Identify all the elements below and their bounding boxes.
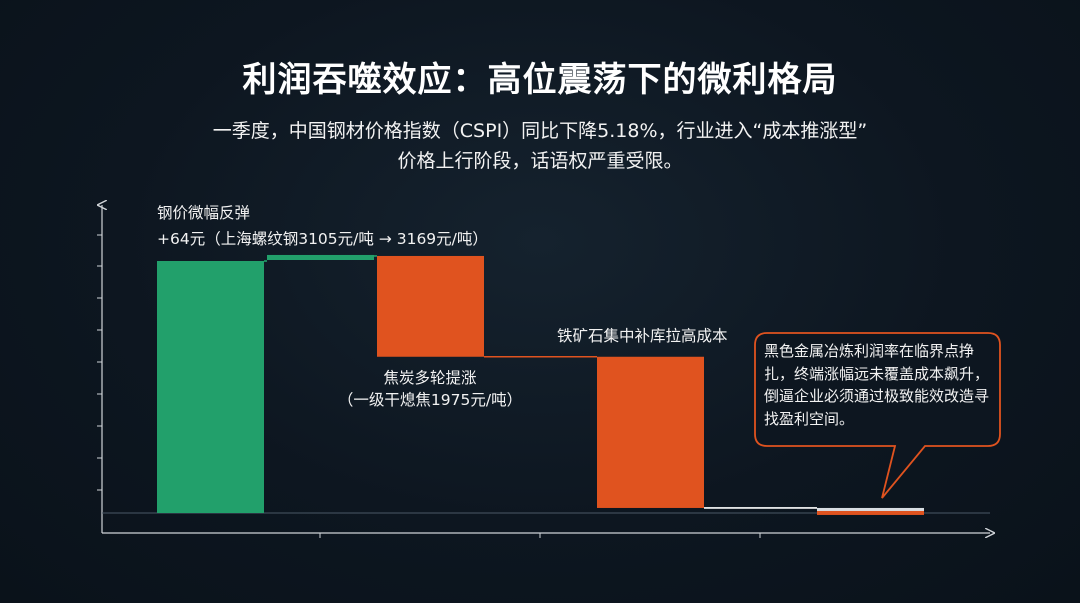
callout-bubble — [754, 332, 1001, 499]
rebound-label-line-1: 钢价微幅反弹 — [157, 204, 251, 222]
rebound-label-line-2: +64元（上海螺纹钢3105元/吨 → 3169元/吨） — [157, 230, 488, 248]
subtitle-line-2: 价格上行阶段，话语权严重受限。 — [397, 150, 683, 172]
bar-remainder-base — [817, 507, 924, 513]
bar-3 — [597, 356, 704, 508]
subtitle-line-1: 一季度，中国钢材价格指数（CSPI）同比下降5.18%，行业进入“成本推涨型” — [212, 120, 868, 142]
coke-label-line-2: （一级干熄焦1975元/吨） — [337, 391, 523, 409]
bar-1 — [267, 254, 374, 260]
page-title: 利润吞噬效应：高位震荡下的微利格局 — [242, 60, 838, 100]
iron-ore-label: 铁矿石集中补库拉高成本 — [557, 327, 728, 345]
chart-bars — [157, 254, 924, 515]
coke-label-line-1: 焦炭多轮提涨 — [383, 369, 477, 387]
bar-remainder-accent — [817, 510, 924, 515]
bar-0 — [157, 261, 264, 513]
callout-text: 黑色金属冶炼利润率在临界点挣扎，终端涨幅远未覆盖成本飙升，倒逼企业必须通过极致能… — [764, 342, 990, 428]
chart-connectors — [264, 255, 817, 509]
bar-2 — [377, 255, 484, 357]
callout-border — [754, 332, 1001, 499]
